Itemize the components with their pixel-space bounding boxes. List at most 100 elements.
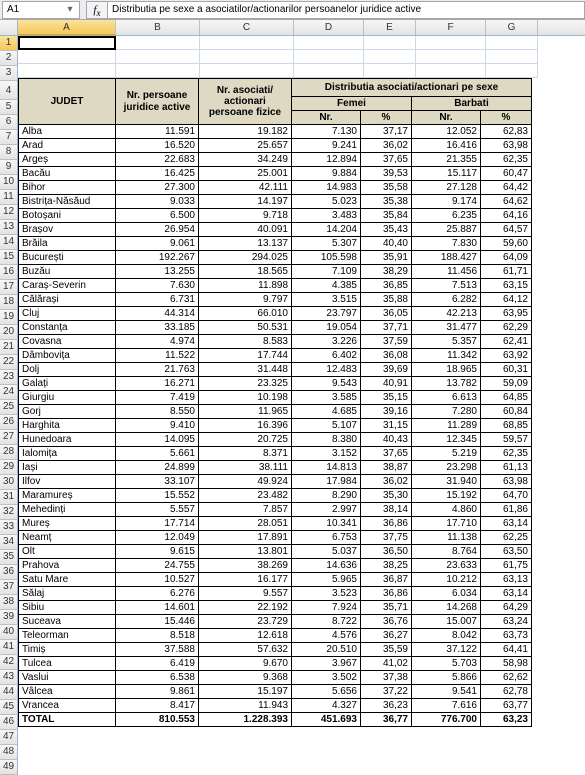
cell[interactable]: 10.212	[412, 573, 481, 587]
cell[interactable]: Suceava	[19, 615, 116, 629]
cell[interactable]: 61,75	[481, 559, 532, 573]
cell[interactable]: 3.226	[292, 335, 361, 349]
cell[interactable]: 59,60	[481, 237, 532, 251]
cell[interactable]: 11.943	[199, 699, 292, 713]
cell[interactable]: Ialomița	[19, 447, 116, 461]
cell[interactable]: 12.049	[116, 531, 199, 545]
cell[interactable]: 57.632	[199, 643, 292, 657]
cell[interactable]: 105.598	[292, 251, 361, 265]
cell[interactable]: 7.513	[412, 279, 481, 293]
cell[interactable]: Mureș	[19, 517, 116, 531]
cell[interactable]: 63,73	[481, 629, 532, 643]
cell[interactable]: 6.276	[116, 587, 199, 601]
cell[interactable]: 16.416	[412, 139, 481, 153]
cell[interactable]: 4.685	[292, 405, 361, 419]
cell[interactable]: 5.037	[292, 545, 361, 559]
table-row[interactable]: TOTAL810.5531.228.393451.69336,77776.700…	[19, 713, 532, 727]
cell[interactable]: 36,76	[361, 615, 412, 629]
cell[interactable]: Olt	[19, 545, 116, 559]
row-header-48[interactable]: 48	[0, 745, 18, 760]
cell[interactable]: Botoșani	[19, 209, 116, 223]
cell[interactable]: 16.271	[116, 377, 199, 391]
cell[interactable]: 37,22	[361, 685, 412, 699]
cell[interactable]: 9.670	[199, 657, 292, 671]
cell[interactable]: 15.007	[412, 615, 481, 629]
cell[interactable]: 4.974	[116, 335, 199, 349]
cell[interactable]: 62,83	[481, 125, 532, 139]
cell[interactable]: Covasna	[19, 335, 116, 349]
cell[interactable]: 28.051	[199, 517, 292, 531]
cell[interactable]: 62,62	[481, 671, 532, 685]
cell[interactable]: 39,16	[361, 405, 412, 419]
cell[interactable]: 14.204	[292, 223, 361, 237]
cell[interactable]: Brașov	[19, 223, 116, 237]
cell[interactable]: Vrancea	[19, 699, 116, 713]
cell[interactable]: 36,87	[361, 573, 412, 587]
cell[interactable]: 31.940	[412, 475, 481, 489]
cell[interactable]: 64,85	[481, 391, 532, 405]
cell[interactable]: 9.541	[412, 685, 481, 699]
cell[interactable]: 7.616	[412, 699, 481, 713]
cell[interactable]: Galați	[19, 377, 116, 391]
cell[interactable]: 17.714	[116, 517, 199, 531]
cell[interactable]: 9.557	[199, 587, 292, 601]
cell[interactable]: 9.797	[199, 293, 292, 307]
cell[interactable]: 14.601	[116, 601, 199, 615]
cell[interactable]: 35,84	[361, 209, 412, 223]
cell[interactable]: 33.185	[116, 321, 199, 335]
cell[interactable]: 13.782	[412, 377, 481, 391]
cell[interactable]: 9.718	[199, 209, 292, 223]
cell[interactable]: 5.965	[292, 573, 361, 587]
cell[interactable]: 35,59	[361, 643, 412, 657]
table-row[interactable]: Gorj8.55011.9654.68539,167.28060,84	[19, 405, 532, 419]
cell[interactable]: 810.553	[116, 713, 199, 727]
cell[interactable]: 21.355	[412, 153, 481, 167]
cell[interactable]: Cluj	[19, 307, 116, 321]
cell[interactable]: 35,88	[361, 293, 412, 307]
cell[interactable]: 17.710	[412, 517, 481, 531]
grid-area[interactable]: 1 2 3 4 5 6 7891011121314151617181920212…	[0, 36, 585, 775]
cell[interactable]: 35,15	[361, 391, 412, 405]
cell[interactable]: 4.327	[292, 699, 361, 713]
col-header-E[interactable]: E	[364, 20, 416, 35]
col-header-C[interactable]: C	[200, 20, 294, 35]
cell[interactable]: 37,59	[361, 335, 412, 349]
cell[interactable]: 7.924	[292, 601, 361, 615]
cell[interactable]: 31.448	[199, 363, 292, 377]
cell[interactable]: 64,16	[481, 209, 532, 223]
cell[interactable]: 38.111	[199, 461, 292, 475]
cell[interactable]: 49.924	[199, 475, 292, 489]
cell[interactable]: 5.656	[292, 685, 361, 699]
cell[interactable]: 20.725	[199, 433, 292, 447]
cell[interactable]: 20.510	[292, 643, 361, 657]
cell[interactable]: 13.801	[199, 545, 292, 559]
cell[interactable]: Prahova	[19, 559, 116, 573]
cell[interactable]: 13.137	[199, 237, 292, 251]
row-header-22[interactable]: 22	[0, 355, 18, 370]
row-header-45[interactable]: 45	[0, 700, 18, 715]
cell[interactable]: 294.025	[199, 251, 292, 265]
row-header-27[interactable]: 27	[0, 430, 18, 445]
cell[interactable]: 31.477	[412, 321, 481, 335]
cell[interactable]: Alba	[19, 125, 116, 139]
cell[interactable]: 34.249	[199, 153, 292, 167]
cell[interactable]: 6.235	[412, 209, 481, 223]
cell[interactable]: Constanța	[19, 321, 116, 335]
cell[interactable]: 27.300	[116, 181, 199, 195]
cell[interactable]: 15.117	[412, 167, 481, 181]
table-row[interactable]: Ilfov33.10749.92417.98436,0231.94063,98	[19, 475, 532, 489]
cell[interactable]: 31,15	[361, 419, 412, 433]
cell[interactable]: 21.763	[116, 363, 199, 377]
cell[interactable]: Bistrița-Năsăud	[19, 195, 116, 209]
cell[interactable]: 10.527	[116, 573, 199, 587]
table-row[interactable]: Teleorman8.51812.6184.57636,278.04263,73	[19, 629, 532, 643]
cell[interactable]: 37.588	[116, 643, 199, 657]
table-row[interactable]: Prahova24.75538.26914.63638,2523.63361,7…	[19, 559, 532, 573]
table-row[interactable]: Olt9.61513.8015.03736,508.76463,50	[19, 545, 532, 559]
row-header-40[interactable]: 40	[0, 625, 18, 640]
cell[interactable]: 23.482	[199, 489, 292, 503]
cell[interactable]: 27.128	[412, 181, 481, 195]
cell[interactable]: 12.345	[412, 433, 481, 447]
table-row[interactable]: Bihor27.30042.11114.98335,5827.12864,42	[19, 181, 532, 195]
cell[interactable]: 63,15	[481, 279, 532, 293]
